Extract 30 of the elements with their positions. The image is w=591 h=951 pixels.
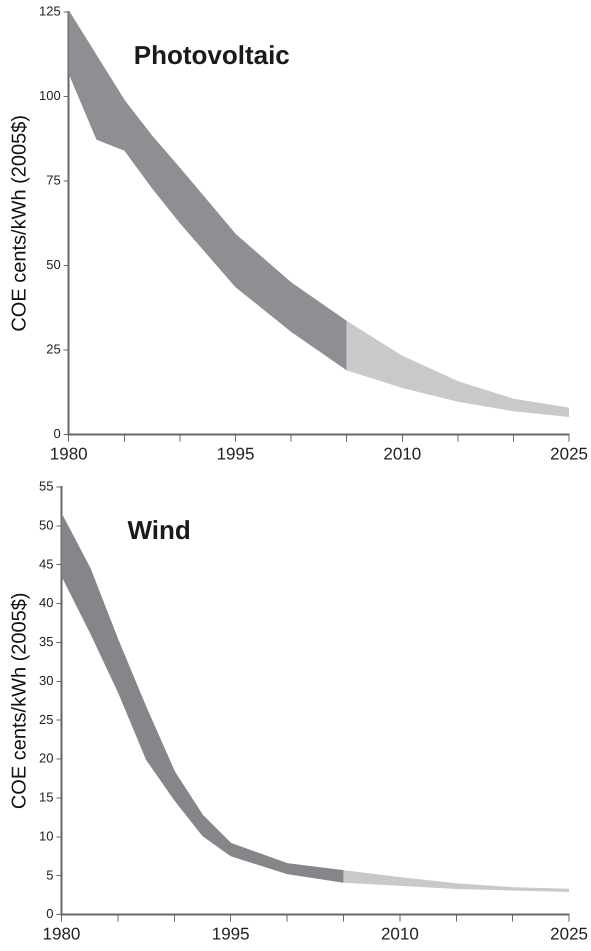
- y-tick-label: 10: [38, 828, 54, 844]
- x-tick-label: 1995: [212, 924, 250, 944]
- y-tick-label: 30: [38, 672, 54, 688]
- x-tick-label: 1980: [42, 924, 80, 944]
- y-tick-label: 40: [38, 595, 54, 610]
- y-tick-label: 125: [38, 4, 61, 19]
- x-tick-label: 2025: [550, 444, 588, 464]
- y-tick-label: 25: [46, 342, 61, 357]
- y-tick-label: 55: [38, 478, 54, 494]
- y-tick-label: 0: [46, 906, 54, 922]
- y-tick-label: 50: [38, 517, 54, 532]
- x-tick-label: 2025: [550, 924, 588, 944]
- y-tick-label: 50: [46, 257, 61, 272]
- x-tick-label: 2010: [380, 924, 419, 944]
- x-tick-label: 2010: [383, 444, 422, 464]
- y-tick-label: 100: [38, 88, 61, 104]
- text: Wind: [127, 515, 191, 546]
- y-axis-title: COE cents/kWh (2005$): [8, 114, 31, 332]
- y-tick-label: 5: [46, 867, 54, 882]
- x-tick-label: 1980: [50, 444, 88, 464]
- x-tick-label: 1995: [216, 444, 254, 464]
- text: Photovoltaic: [134, 40, 290, 70]
- y-tick-label: 20: [38, 750, 54, 766]
- y-axis-title: COE cents/kWh (2005$): [8, 592, 31, 810]
- y-tick-label: 0: [53, 426, 61, 442]
- y-tick-label: 25: [38, 712, 54, 727]
- y-tick-label: 75: [46, 172, 61, 188]
- y-tick-label: 35: [38, 634, 54, 650]
- y-tick-label: 45: [38, 556, 54, 572]
- y-tick-label: 15: [38, 790, 54, 805]
